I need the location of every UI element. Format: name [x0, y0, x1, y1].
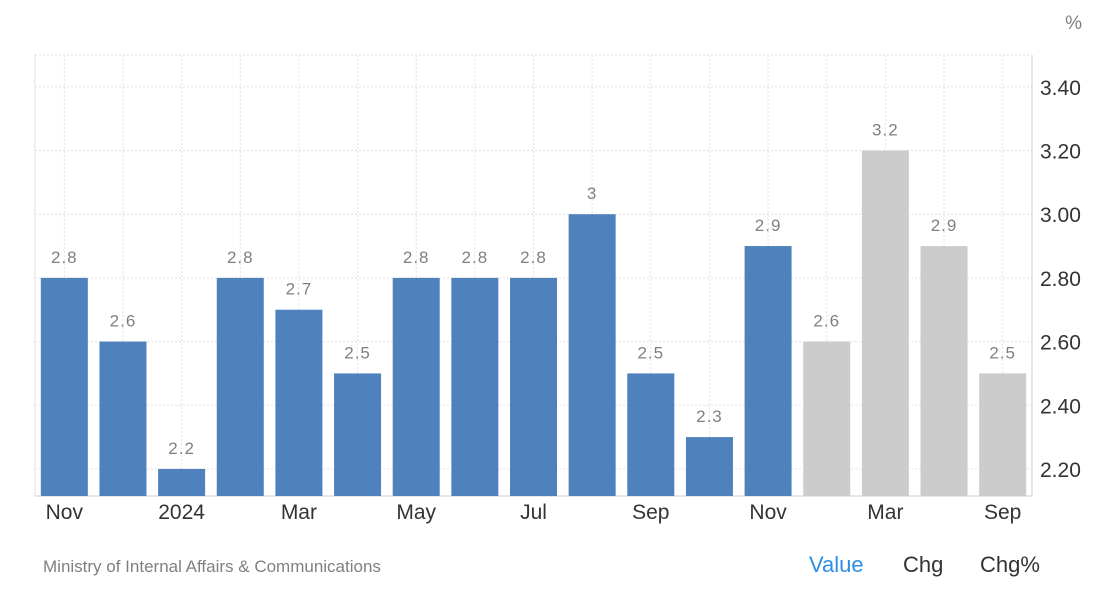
bar [158, 468, 206, 496]
bar [803, 341, 851, 496]
data-label: 2.8 [51, 248, 78, 267]
chart-footer: Ministry of Internal Affairs & Communica… [0, 548, 1098, 588]
y-tick-label: 2.80 [1040, 268, 1081, 291]
bar [568, 214, 616, 496]
bar [40, 277, 88, 496]
data-label: 2.7 [286, 280, 313, 299]
bar [334, 373, 382, 496]
bar [392, 277, 440, 496]
y-tick-label: 2.20 [1040, 459, 1081, 482]
x-tick-label: Sep [632, 501, 669, 524]
data-label: 2.6 [813, 312, 840, 331]
bar [979, 373, 1027, 496]
bar [685, 437, 733, 496]
x-tick-label: Jul [520, 501, 547, 524]
x-tick-label: Nov [749, 501, 787, 524]
source-attribution: Ministry of Internal Affairs & Communica… [43, 557, 381, 576]
y-axis-unit-label: % [1065, 13, 1082, 34]
bar [627, 373, 675, 496]
data-label: 3 [587, 184, 597, 203]
data-label: 2.5 [637, 343, 664, 362]
data-label: 2.3 [696, 407, 723, 426]
data-label: 2.6 [110, 312, 137, 331]
data-label: 2.9 [931, 216, 958, 235]
bar [510, 277, 557, 496]
bar [275, 309, 323, 496]
chart-data-labels: 2.8 2.6 2.2 2.8 2.7 2.5 2.8 2.8 2.8 3 2.5 2.3 2.9 2.6… [51, 121, 1016, 458]
y-tick-label: 3.40 [1040, 77, 1081, 100]
bar [99, 341, 147, 496]
x-tick-label: Nov [46, 501, 84, 524]
bar [451, 277, 499, 496]
x-axis-ticks: Nov 2024 Mar May Jul Sep Nov Mar Sep [46, 501, 1022, 524]
data-label: 2.2 [168, 439, 195, 458]
bar [920, 246, 968, 496]
y-tick-label: 3.20 [1040, 141, 1081, 164]
x-tick-label: Mar [867, 501, 903, 524]
y-tick-label: 2.60 [1040, 332, 1081, 355]
data-label: 2.5 [989, 343, 1016, 362]
bar [216, 277, 264, 496]
tab-value[interactable]: Value [809, 552, 864, 577]
bar [744, 246, 792, 496]
tab-chg[interactable]: Chg [903, 552, 944, 577]
y-tick-label: 2.40 [1040, 395, 1081, 418]
data-label: 2.8 [520, 248, 547, 267]
bar-chart: 2.8 2.6 2.2 2.8 2.7 2.5 2.8 2.8 2.8 3 2.5 2.3 2.9 2.6… [34, 13, 1082, 524]
data-label: 3.2 [872, 121, 899, 140]
x-tick-label: Sep [984, 501, 1021, 524]
data-label: 2.8 [462, 248, 489, 267]
chart-bars [40, 150, 1027, 496]
x-tick-label: May [396, 501, 436, 524]
data-label: 2.8 [403, 248, 430, 267]
y-axis-ticks: 2.20 2.40 2.60 2.80 3.00 3.20 3.40 [1040, 77, 1081, 482]
bar [861, 150, 909, 496]
data-label: 2.9 [755, 216, 782, 235]
x-tick-label: Mar [281, 501, 317, 524]
data-label: 2.5 [344, 343, 371, 362]
data-label: 2.8 [227, 248, 254, 267]
x-tick-label: 2024 [158, 501, 205, 524]
y-tick-label: 3.00 [1040, 204, 1081, 227]
tab-chg-percent[interactable]: Chg% [980, 552, 1040, 577]
